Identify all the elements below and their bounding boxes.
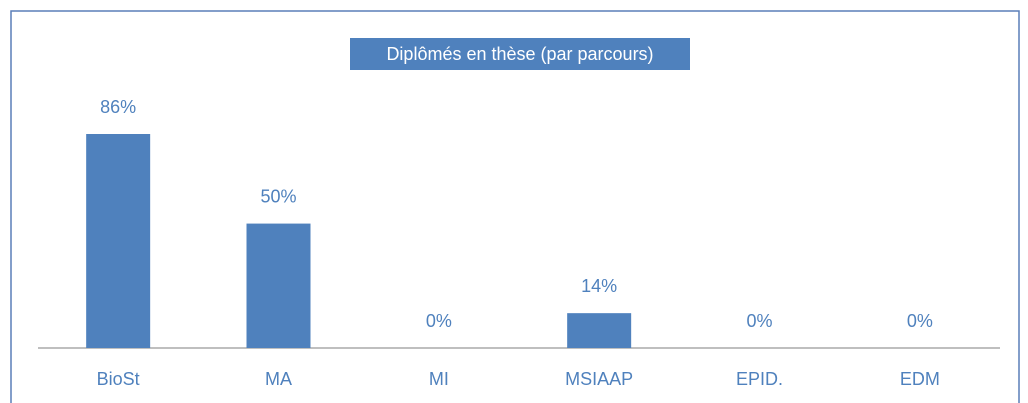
bar [86,134,151,348]
bar [246,223,311,348]
data-label: 14% [581,276,617,296]
data-label: 50% [260,186,296,206]
x-tick-label: EDM [900,369,940,389]
data-label: 0% [746,311,772,331]
x-tick-label: EPID. [736,369,783,389]
title-box [350,38,690,70]
x-tick-label: MSIAAP [565,369,633,389]
data-label: 86% [100,97,136,117]
x-tick-label: MA [265,369,292,389]
x-tick-label: BioSt [97,369,140,389]
x-tick-label: MI [429,369,449,389]
chart-frame [10,10,1020,403]
data-label: 0% [426,311,452,331]
chart-title: Diplômés en thèse (par parcours) [386,44,653,64]
data-label: 0% [907,311,933,331]
bar [567,313,632,348]
